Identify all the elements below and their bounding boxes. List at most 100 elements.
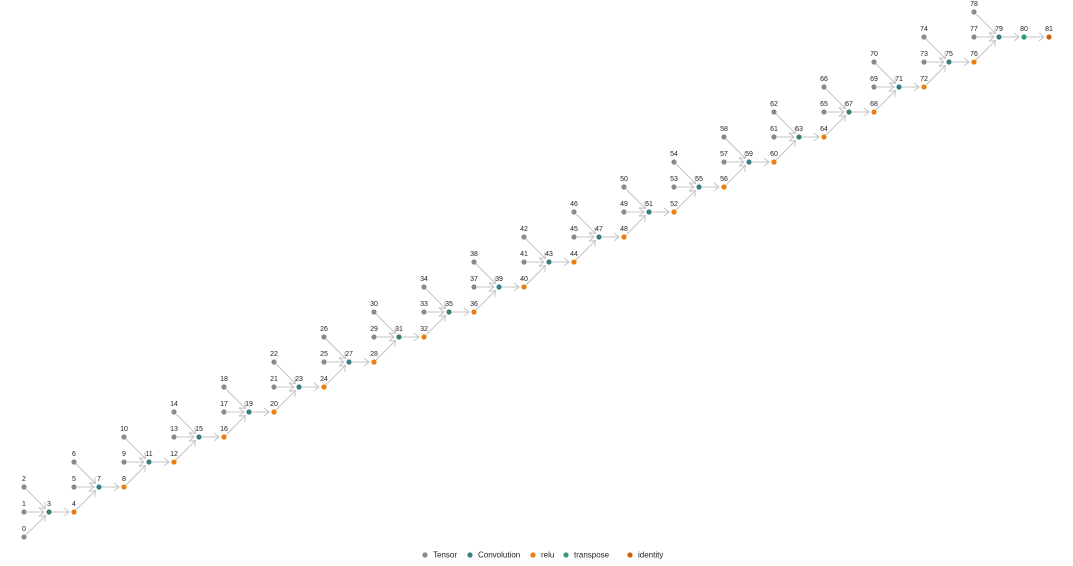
node: [796, 134, 802, 140]
arrow-head: [339, 352, 347, 360]
node-label: 58: [720, 126, 728, 133]
arrow-head: [838, 107, 845, 117]
node: [921, 59, 927, 65]
node: [271, 409, 277, 415]
node-label: 16: [220, 426, 228, 433]
arrow-head: [389, 339, 397, 347]
legend-marker: [530, 552, 536, 558]
node: [571, 209, 577, 215]
legend-label: relu: [541, 551, 554, 560]
arrow-head: [213, 432, 220, 442]
edge: [275, 363, 296, 384]
edge: [475, 263, 496, 284]
node: [671, 159, 677, 165]
node-label: 77: [970, 26, 978, 33]
node: [921, 84, 927, 90]
node: [371, 309, 377, 315]
edge: [275, 390, 296, 411]
edge: [775, 140, 796, 161]
node: [196, 434, 202, 440]
node-label: 39: [495, 276, 503, 283]
node: [871, 84, 877, 90]
node: [871, 109, 877, 115]
node-label: 63: [795, 126, 803, 133]
edge: [375, 313, 396, 334]
edge: [575, 240, 596, 261]
node: [596, 234, 602, 240]
arrow-head: [188, 432, 195, 442]
node-label: 61: [770, 126, 778, 133]
edge: [775, 113, 796, 134]
edge: [475, 290, 496, 311]
node-label: 50: [620, 176, 628, 183]
edge: [325, 338, 346, 359]
arrow-head: [139, 452, 147, 460]
edge: [175, 440, 196, 461]
edge: [675, 190, 696, 211]
node: [321, 334, 327, 340]
node-label: 41: [520, 251, 528, 258]
edge: [875, 63, 896, 84]
arrow-head: [763, 157, 770, 167]
arrow-head: [238, 407, 245, 417]
legend-label: Convolution: [478, 551, 520, 560]
node-label: 69: [870, 76, 878, 83]
node: [821, 109, 827, 115]
node-label: 14: [170, 401, 178, 408]
arrow-head: [189, 427, 197, 435]
arrow-head: [889, 89, 897, 97]
node: [471, 259, 477, 265]
arrow-head: [463, 307, 470, 317]
edge: [975, 40, 996, 61]
node: [46, 509, 52, 515]
legend-marker: [467, 552, 473, 558]
arrow-head: [639, 202, 647, 210]
node: [696, 184, 702, 190]
node-label: 65: [820, 101, 828, 108]
node-label: 68: [870, 101, 878, 108]
legend: Tensor Convolution relu transpose identity: [422, 551, 663, 560]
arrow-head: [138, 457, 145, 467]
arrow-head: [113, 482, 120, 492]
arrow-head: [39, 502, 47, 510]
arrow-head: [989, 39, 997, 47]
arrow-head: [739, 152, 747, 160]
node: [971, 59, 977, 65]
legend-marker: [627, 552, 633, 558]
node: [646, 209, 652, 215]
node-label: 49: [620, 201, 628, 208]
node-label: 5: [72, 476, 76, 483]
node: [1046, 34, 1052, 40]
node-label: 36: [470, 301, 478, 308]
node-label: 78: [970, 1, 978, 8]
node: [821, 84, 827, 90]
node: [221, 409, 227, 415]
node: [21, 509, 27, 515]
edge: [875, 90, 896, 111]
arrow-head: [439, 314, 447, 322]
node-label: 29: [370, 326, 378, 333]
node: [396, 334, 402, 340]
node-label: 30: [370, 301, 378, 308]
node: [371, 359, 377, 365]
edge: [425, 288, 446, 309]
node: [846, 109, 852, 115]
node-label: 79: [995, 26, 1003, 33]
edge: [925, 38, 946, 59]
arrow-head: [639, 214, 647, 222]
node-label: 4: [72, 501, 76, 508]
node: [121, 459, 127, 465]
edge: [325, 365, 346, 386]
node-label: 53: [670, 176, 678, 183]
node: [921, 34, 927, 40]
node-label: 26: [320, 326, 328, 333]
arrow-head: [1013, 32, 1020, 42]
edge: [75, 490, 96, 511]
node: [1021, 34, 1027, 40]
node-label: 48: [620, 226, 628, 233]
arrow-head: [613, 232, 620, 242]
node-label: 3: [47, 501, 51, 508]
node-label: 21: [270, 376, 278, 383]
edge: [375, 340, 396, 361]
node: [896, 84, 902, 90]
